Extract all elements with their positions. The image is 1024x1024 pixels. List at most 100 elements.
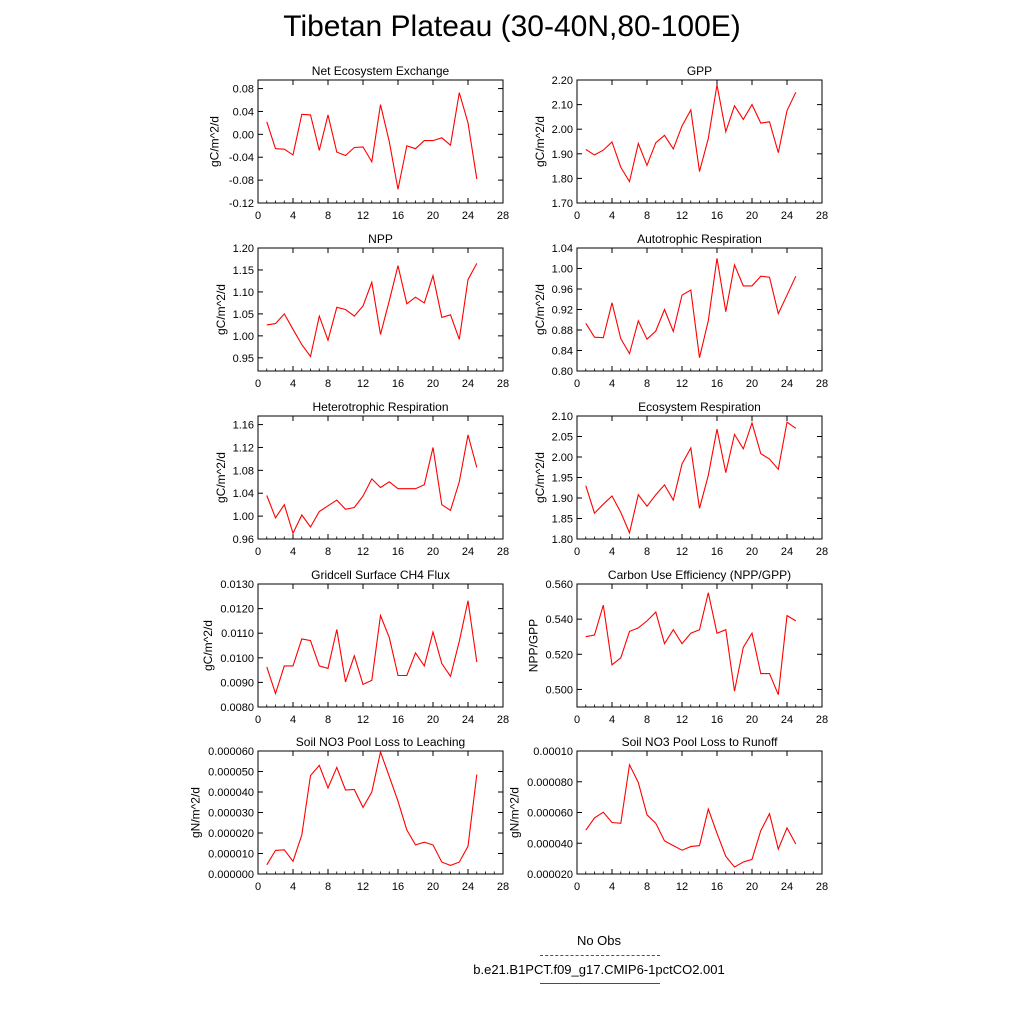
y-tick-label: 0.000040 [208, 787, 254, 799]
x-tick-label: 28 [497, 378, 509, 390]
y-tick-label: 0.000060 [208, 746, 254, 758]
x-tick-label: 4 [609, 546, 615, 558]
chart-title: NPP [368, 232, 393, 246]
y-tick-label: 0.520 [545, 649, 573, 661]
x-tick-label: 0 [574, 881, 580, 893]
y-axis-label: NPP/GPP [527, 619, 541, 672]
x-tick-label: 16 [392, 210, 404, 222]
x-tick-label: 8 [644, 378, 650, 390]
y-tick-label: 0.000020 [208, 828, 254, 840]
y-tick-label: 1.08 [233, 465, 254, 477]
y-tick-label: 0.92 [552, 305, 573, 317]
y-axis-label: gC/m^2/d [214, 284, 228, 335]
x-tick-label: 24 [781, 546, 793, 558]
x-tick-label: 28 [816, 714, 828, 726]
y-tick-label: 2.10 [552, 411, 573, 423]
y-tick-label: 0.000060 [527, 808, 573, 820]
y-axis-label: gC/m^2/d [533, 452, 547, 503]
series-line [266, 600, 478, 696]
y-tick-label: 1.04 [552, 243, 573, 255]
x-tick-label: 16 [392, 714, 404, 726]
y-tick-label: 1.80 [552, 534, 573, 546]
y-tick-label: 1.20 [233, 243, 254, 255]
chart-title: Carbon Use Efficiency (NPP/GPP) [608, 568, 791, 582]
series-line [266, 750, 478, 866]
y-tick-label: 1.00 [233, 331, 254, 343]
y-tick-label: 0.000020 [527, 869, 573, 881]
y-axis-label: gC/m^2/d [201, 620, 215, 671]
y-tick-label: 0.96 [552, 284, 573, 296]
x-tick-label: 4 [609, 714, 615, 726]
x-tick-label: 4 [609, 210, 615, 222]
x-tick-label: 4 [290, 546, 296, 558]
x-tick-label: 8 [644, 210, 650, 222]
y-tick-label: -0.08 [229, 175, 254, 187]
y-axis-label: gC/m^2/d [533, 284, 547, 335]
x-tick-label: 16 [392, 546, 404, 558]
chart-title: Ecosystem Respiration [638, 400, 761, 414]
x-tick-label: 0 [574, 714, 580, 726]
chart-title: Soil NO3 Pool Loss to Runoff [622, 735, 779, 749]
x-tick-label: 4 [609, 378, 615, 390]
chart-panel: Autotrophic Respiration 0 4 8 12 16 20 24 28 1.04… [533, 232, 828, 390]
y-tick-label: 2.00 [552, 452, 573, 464]
x-tick-label: 12 [357, 881, 369, 893]
chart-panel: Gridcell Surface CH4 Flux 0 4 8 12 16 20 24 28 0.… [201, 568, 509, 726]
chart-title: Soil NO3 Pool Loss to Leaching [296, 735, 465, 749]
plot-frame [257, 415, 504, 540]
x-tick-label: 28 [816, 881, 828, 893]
x-tick-label: 16 [392, 881, 404, 893]
plot-frame [257, 583, 504, 708]
y-tick-label: 1.80 [552, 173, 573, 185]
y-tick-label: 1.15 [233, 265, 254, 277]
x-tick-label: 12 [676, 881, 688, 893]
x-tick-label: 28 [497, 546, 509, 558]
series-line [585, 421, 797, 535]
x-tick-label: 28 [816, 546, 828, 558]
x-tick-label: 12 [357, 378, 369, 390]
x-tick-label: 4 [290, 714, 296, 726]
y-tick-label: 1.90 [552, 149, 573, 161]
y-tick-label: 0.000030 [208, 808, 254, 820]
x-tick-label: 8 [644, 546, 650, 558]
x-tick-label: 12 [676, 714, 688, 726]
y-tick-label: 0.540 [545, 614, 573, 626]
chart-panel: Heterotrophic Respiration 0 4 8 12 16 20 24 28 1.… [214, 400, 509, 558]
y-tick-label: 1.12 [233, 442, 254, 454]
y-tick-label: -0.12 [229, 198, 254, 210]
y-tick-label: 0.95 [233, 353, 254, 365]
x-tick-label: 8 [325, 210, 331, 222]
y-tick-label: 2.20 [552, 75, 573, 87]
y-tick-label: 0.000000 [208, 869, 254, 881]
x-tick-label: 0 [574, 210, 580, 222]
y-tick-label: 1.16 [233, 420, 254, 432]
x-tick-label: 24 [462, 210, 474, 222]
x-tick-label: 28 [497, 210, 509, 222]
x-tick-label: 16 [711, 546, 723, 558]
y-tick-label: 0.84 [552, 346, 573, 358]
x-tick-label: 4 [290, 210, 296, 222]
page-title: Tibetan Plateau (30-40N,80-100E) [283, 10, 741, 43]
y-tick-label: 1.00 [552, 264, 573, 276]
y-tick-label: 0.560 [545, 579, 573, 591]
x-tick-label: 16 [711, 714, 723, 726]
y-tick-label: 2.00 [552, 124, 573, 136]
plot-frame [576, 750, 823, 875]
x-tick-label: 20 [746, 210, 758, 222]
chart-title: GPP [687, 64, 712, 78]
x-tick-label: 0 [255, 378, 261, 390]
y-tick-label: 0.00010 [533, 746, 573, 758]
y-tick-label: 0.0100 [220, 653, 254, 665]
chart-panel: Net Ecosystem Exchange 0 4 8 12 16 20 24 28 0.08 0… [208, 64, 510, 222]
x-tick-label: 0 [255, 210, 261, 222]
chart-title: Gridcell Surface CH4 Flux [311, 568, 450, 582]
x-tick-label: 12 [676, 378, 688, 390]
x-tick-label: 12 [357, 546, 369, 558]
chart-panel: Carbon Use Efficiency (NPP/GPP) 0 4 8 12 16 20… [527, 568, 829, 726]
plot-frame [576, 79, 823, 204]
x-tick-label: 20 [746, 714, 758, 726]
series-line [266, 92, 478, 190]
x-tick-label: 20 [746, 546, 758, 558]
y-tick-label: 0.0090 [220, 677, 254, 689]
x-tick-label: 24 [781, 881, 793, 893]
